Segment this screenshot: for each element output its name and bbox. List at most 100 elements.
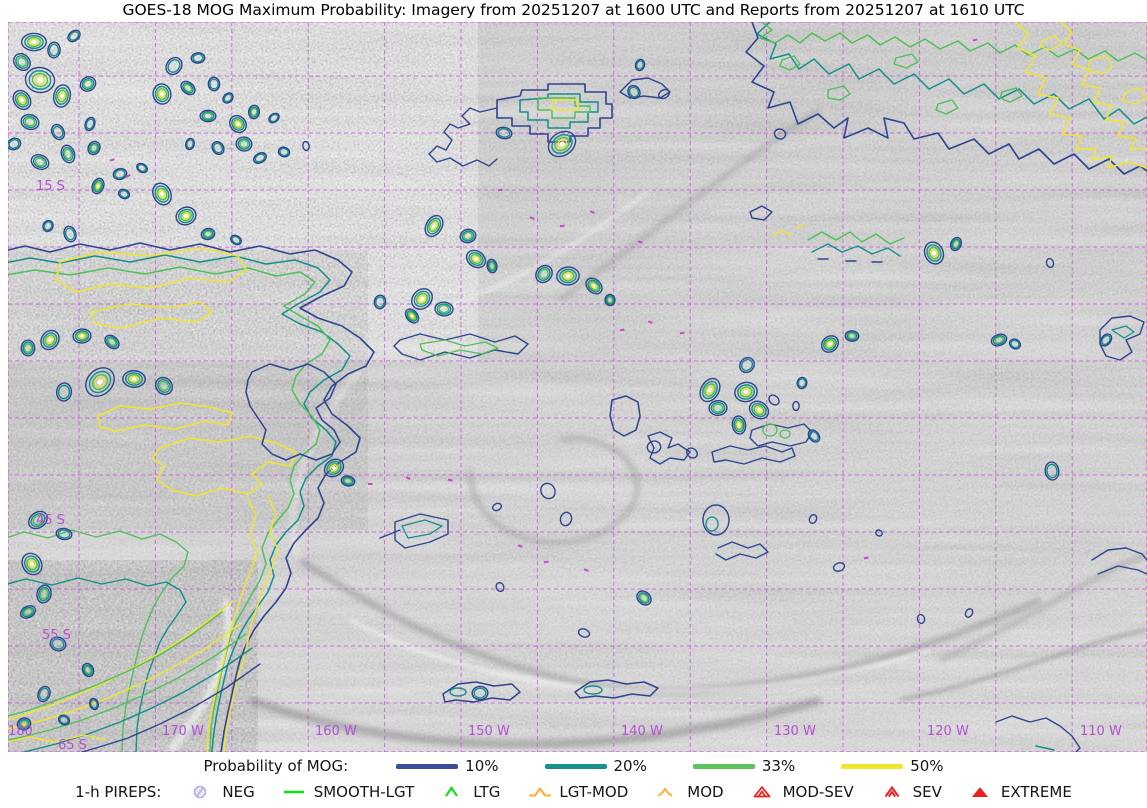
longitude-label: 170 W xyxy=(162,724,204,739)
probability-legend-label: Probability of MOG: xyxy=(203,757,349,775)
contour-path xyxy=(749,205,883,263)
contour-path xyxy=(81,663,261,753)
pirep-legend-item: LTG xyxy=(442,783,500,801)
double-caret-icon xyxy=(882,784,906,800)
longitude-label: 120 W xyxy=(927,724,969,739)
pirep-item-label: NEG xyxy=(222,783,255,801)
graticule xyxy=(2,22,1147,752)
contour-path xyxy=(745,21,1147,175)
satellite-map: 180 170 W 160 W 150 W 140 W 130 W 120 W 110 W 15… xyxy=(0,21,1147,754)
pirep-item-label: MOD-SEV xyxy=(782,783,854,801)
longitude-label: 110 W xyxy=(1080,724,1122,739)
contour-path xyxy=(89,301,213,329)
contour-path xyxy=(0,266,331,753)
contour-path xyxy=(811,243,901,257)
contour-path xyxy=(0,623,241,732)
triangle-with-base-icon xyxy=(528,784,552,800)
contour-path xyxy=(496,83,613,143)
pirep-item-label: LGT-MOD xyxy=(559,783,629,801)
contour-path xyxy=(428,107,498,167)
contour-path xyxy=(1035,745,1055,751)
page-title: GOES-18 MOG Maximum Probability: Imagery… xyxy=(122,1,1025,19)
contour-path xyxy=(771,223,805,237)
pirep-item-label: MOD xyxy=(687,783,724,801)
triangle-inner-caret-icon xyxy=(752,784,776,800)
contour-path xyxy=(779,53,1023,115)
probability-item-label: 20% xyxy=(613,757,647,775)
neg-circle-slash-icon xyxy=(191,784,215,800)
latitude-label: 15 S xyxy=(36,179,65,194)
latitude-label: 45 S xyxy=(36,513,65,528)
contour-path xyxy=(1099,315,1145,361)
probability-swatch xyxy=(841,763,904,769)
caret-icon xyxy=(442,784,466,800)
satellite-imagery-texture xyxy=(8,22,1147,754)
probability-legend-item: 10% xyxy=(396,757,499,775)
contour-path xyxy=(715,541,769,561)
probability-legend-item: 50% xyxy=(841,757,944,775)
probability-legend-item: 33% xyxy=(692,757,796,775)
contour-path xyxy=(1039,35,1147,105)
map-canvas: 180 170 W 160 W 150 W 140 W 130 W 120 W 110 W 15… xyxy=(0,21,1147,754)
contour-path xyxy=(1015,21,1147,169)
contour-path xyxy=(151,435,297,497)
contour-path xyxy=(0,734,107,745)
contour-path xyxy=(401,519,443,539)
contour-path xyxy=(1111,325,1135,339)
contour-path xyxy=(0,529,189,753)
contour-path xyxy=(223,495,279,753)
probability-item-label: 33% xyxy=(761,757,796,775)
latitude-label: 65 S xyxy=(58,738,87,752)
probability-legend: Probability of MOG: 10% 20% 33% 50% xyxy=(0,753,1147,779)
contour-path xyxy=(245,363,341,461)
pireps-legend: 1-h PIREPS: NEG SMOOTH-LGT LTG LGT-MOD MOD MO… xyxy=(0,780,1147,804)
contour-path xyxy=(519,93,599,129)
contour-path xyxy=(97,402,233,432)
longitude-label: 140 W xyxy=(621,724,663,739)
contour-path xyxy=(0,633,247,742)
pirep-legend-item: MOD xyxy=(656,783,724,801)
contour-regions xyxy=(0,21,1147,753)
contour-path xyxy=(609,395,641,437)
contour-path xyxy=(995,715,1081,753)
longitude-label: 160 W xyxy=(315,724,357,739)
longitude-label: 180 xyxy=(8,724,33,739)
contour-blobs xyxy=(6,29,1113,731)
contour-path xyxy=(756,21,1147,125)
probability-swatch xyxy=(544,763,607,769)
contour-path xyxy=(55,247,247,293)
contour-path xyxy=(762,423,791,439)
latitude-label: 55 S xyxy=(42,628,71,643)
contour-path xyxy=(0,242,375,753)
contour-path xyxy=(0,611,223,719)
contour-path xyxy=(574,679,659,699)
pirep-item-label: SEV xyxy=(912,783,942,801)
contour-path xyxy=(23,647,253,753)
cloud-flow-streaks xyxy=(167,107,1147,754)
contour-path xyxy=(1091,547,1147,575)
longitude-label: 150 W xyxy=(468,724,510,739)
graticule-labels: 180 170 W 160 W 150 W 140 W 130 W 120 W 110 W 15… xyxy=(8,179,1122,753)
pirep-legend-item: NEG xyxy=(191,783,255,801)
contour-path xyxy=(449,685,603,697)
pirep-legend-item: EXTREME xyxy=(970,783,1072,801)
contour-path xyxy=(419,339,499,357)
pirep-item-label: SMOOTH-LGT xyxy=(313,783,415,801)
pireps-legend-label: 1-h PIREPS: xyxy=(75,783,162,801)
contour-path xyxy=(0,254,351,753)
pirep-legend-item: SEV xyxy=(882,783,942,801)
pirep-legend-item: MOD-SEV xyxy=(752,783,854,801)
contour-path xyxy=(705,516,719,532)
probability-legend-item: 20% xyxy=(544,757,647,775)
probability-swatch xyxy=(692,763,755,769)
contour-path xyxy=(702,504,730,536)
contour-path xyxy=(0,577,187,753)
probability-item-label: 50% xyxy=(910,757,944,775)
contour-path xyxy=(442,681,521,703)
contour-path xyxy=(379,513,449,549)
contour-path xyxy=(759,21,1147,62)
contour-path xyxy=(206,497,258,753)
caret-wave-icon xyxy=(656,784,680,800)
pirep-item-label: LTG xyxy=(473,783,501,801)
probability-swatch xyxy=(396,763,459,769)
